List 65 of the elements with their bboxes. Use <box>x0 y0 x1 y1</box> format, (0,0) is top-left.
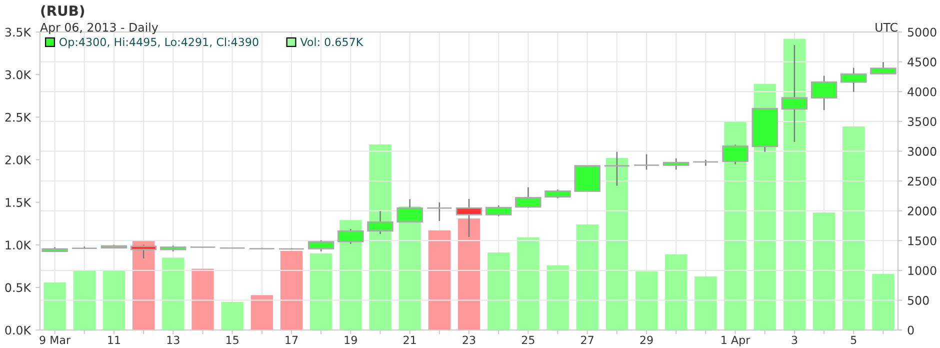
bar <box>250 295 273 330</box>
candlestick <box>692 159 719 166</box>
bar <box>44 282 66 330</box>
y-tick-label: 0.0K <box>5 326 32 335</box>
y2-tick-label: 0 <box>908 326 914 335</box>
bar <box>694 276 717 330</box>
x-tick-label: 19 <box>344 336 357 344</box>
x-tick-label: 15 <box>226 336 238 344</box>
bar <box>487 252 510 330</box>
y-tick-label: 2.0K <box>5 155 32 164</box>
y2-tick-label: 3500 <box>908 117 936 126</box>
legend-label: Vol: 0.657K <box>300 38 364 46</box>
y2-tick-label: 2500 <box>908 176 936 186</box>
x-tick-label: 29 <box>640 336 653 344</box>
bar <box>665 254 688 330</box>
bar <box>192 268 214 330</box>
bar <box>517 237 540 330</box>
candlestick <box>604 151 630 186</box>
x-tick-label: 25 <box>522 336 534 344</box>
bar <box>221 302 244 330</box>
y2-tick-label: 1500 <box>908 236 936 246</box>
bar <box>428 230 451 330</box>
y2-tick-label: 4500 <box>908 58 936 66</box>
chart-title: (RUB) <box>41 5 84 18</box>
x-tick-label: 9 Mar <box>40 336 71 344</box>
y-tick-label: 1.5K <box>6 198 32 207</box>
bar <box>458 218 480 330</box>
bar <box>606 158 628 330</box>
bar <box>102 270 126 330</box>
candlestick <box>633 154 660 170</box>
x-tick-label: 21 <box>404 336 416 344</box>
bar <box>280 250 303 330</box>
y2-tick-label: 1000 <box>908 266 936 276</box>
y-tick-label: 0.5K <box>5 283 32 292</box>
bar <box>635 271 658 330</box>
x-tick-label: 1 Apr <box>722 336 750 346</box>
y2-tick-label: 3000 <box>908 146 936 156</box>
y-tick-label: 1.0K <box>6 240 32 250</box>
bar <box>162 258 184 330</box>
x-tick-label: 5 <box>850 336 856 344</box>
candlestick <box>130 244 157 260</box>
y-tick-label: 3.0K <box>5 70 32 80</box>
bar <box>842 126 865 330</box>
bar <box>73 270 96 330</box>
legend-label: Op:4300, Hi:4495, Lo:4291, Cl:4390 <box>60 38 258 48</box>
x-tick-label: 23 <box>462 336 476 344</box>
y2-tick-label: 500 <box>908 296 929 305</box>
text: UTC <box>876 22 898 32</box>
x-tick-label: 11 <box>108 336 120 344</box>
bar <box>812 212 836 330</box>
y2-tick-label: 4000 <box>908 87 936 96</box>
chart-subtitle: Apr 06, 2013 - Daily <box>40 22 158 34</box>
y-tick-label: 3.5K <box>5 28 32 37</box>
x-tick-label: 17 <box>286 336 298 344</box>
bar <box>310 253 332 330</box>
bar <box>546 265 569 330</box>
y2-tick-label: 5000 <box>908 28 936 37</box>
y2-tick-label: 2000 <box>908 206 936 216</box>
x-tick-label: 27 <box>581 336 594 344</box>
candlestick <box>426 202 453 222</box>
bar <box>872 274 894 330</box>
y-tick-label: 2.5K <box>5 112 32 122</box>
x-tick-label: 13 <box>167 336 180 344</box>
bar <box>576 224 598 330</box>
x-tick-label: 3 <box>792 336 798 344</box>
